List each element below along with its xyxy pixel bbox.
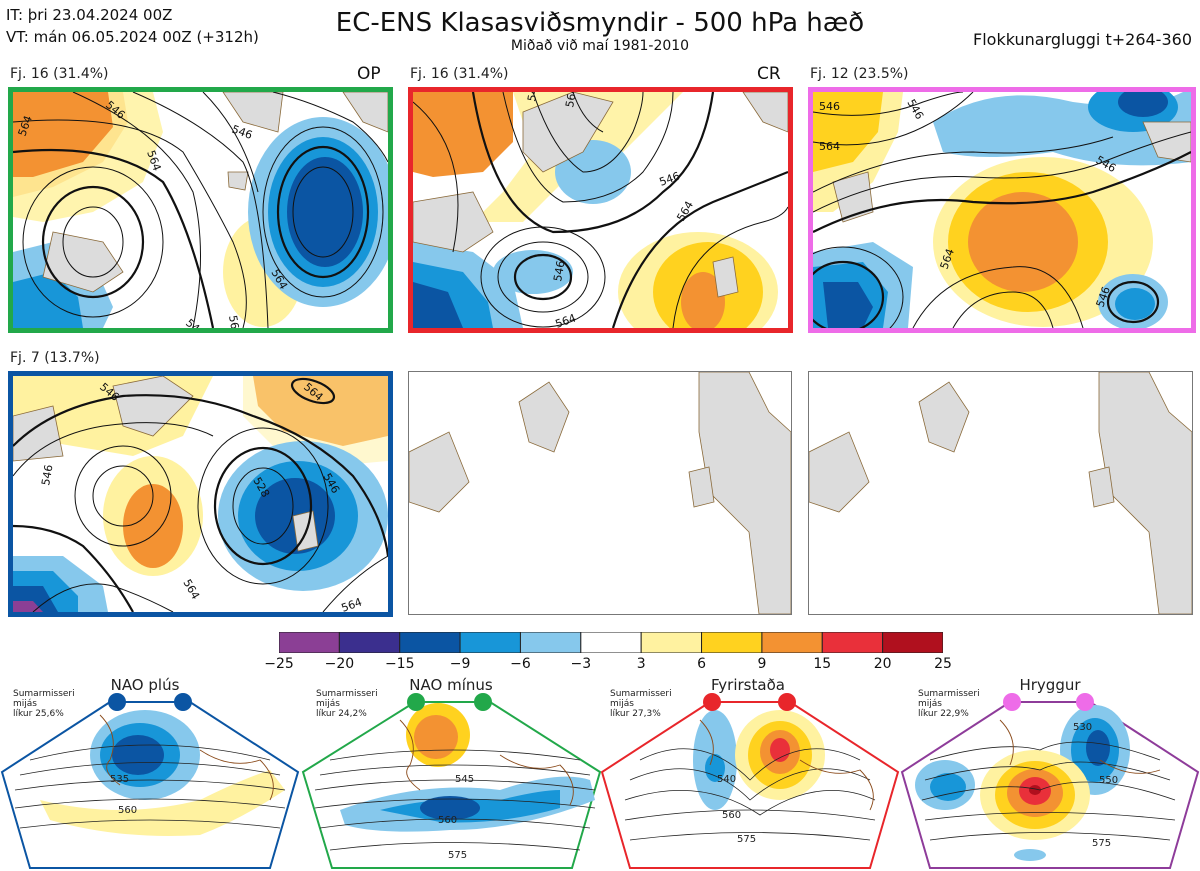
contour-label: 564 (554, 311, 578, 328)
regime-title-blocking: Fyrirstaða (711, 676, 785, 694)
regime-stats-nao-minus: Sumarmisseri mijás líkur 24,2% (316, 689, 378, 719)
regime-title-nao-plus: NAO plús (110, 676, 180, 694)
regime-marker (778, 693, 796, 711)
colorbar-tick-label: 20 (873, 656, 892, 672)
colorbar-swatch (278, 631, 340, 654)
land (809, 372, 1192, 614)
colorbar-tick-label: −6 (510, 656, 531, 672)
land (413, 92, 788, 298)
colorbar-swatch (761, 631, 823, 654)
contour-label: 546 (183, 316, 207, 328)
contours (13, 92, 388, 328)
contours (413, 92, 788, 328)
initial-time: IT: þri 23.04.2024 00Z (6, 6, 173, 24)
contour-label: 564 (180, 577, 202, 602)
panel-3-label: Fj. 12 (23.5%) (810, 66, 909, 82)
contour-label: 546 (39, 464, 55, 487)
regime-map-nao-minus: 545 560 575 (301, 701, 602, 869)
panel-1-label: Fj. 16 (31.4%) (10, 66, 109, 82)
regime-map-blocking: 540 560 575 (600, 701, 900, 869)
page-subtitle: Miðað við maí 1981-2010 (510, 38, 690, 54)
empty-map-5 (408, 371, 792, 615)
contour-label: 545 (455, 774, 474, 785)
colorbar-swatch (459, 631, 521, 654)
header-run-info: IT: þri 23.04.2024 00Z VT: mán 06.05.202… (6, 4, 259, 48)
colorbar-swatch (338, 631, 401, 654)
regime-map-ridge: 530 550 575 (900, 701, 1200, 869)
contour-label: 530 (1073, 722, 1092, 733)
colorbar-tick-label: 25 (934, 656, 952, 672)
contour-label: 560 (438, 815, 457, 826)
regime-marker (108, 693, 126, 711)
panel-4-label: Fj. 7 (13.7%) (10, 350, 100, 366)
colorbar (278, 631, 944, 657)
regime-title-nao-minus: NAO mínus (409, 676, 493, 694)
regime-stats-ridge: Sumarmisseri mijás líkur 22,9% (918, 689, 980, 719)
contour-label: 540 (717, 774, 736, 785)
contour-label: 564 (819, 140, 840, 153)
regime-maps: 535 560 545 560 575 (0, 693, 1200, 869)
regime-marker (174, 693, 192, 711)
colorbar-tick-label: 3 (636, 656, 646, 672)
panel-2-tag: CR (757, 64, 781, 84)
regime-title-ridge: Hryggur (1019, 676, 1081, 694)
contour-label: 560 (118, 805, 137, 816)
contour-label: 546 (819, 100, 840, 113)
contour-label: 564 (674, 199, 696, 224)
colorbar-tick-label: −15 (384, 656, 415, 672)
contour-label: 550 (1099, 775, 1118, 786)
contour-label: 575 (1092, 838, 1111, 849)
contour-label: 546 (230, 123, 254, 142)
colorbar-swatch (701, 631, 763, 654)
cluster-map-3: 546 546 564 546 564 546 (808, 87, 1196, 333)
colorbar-tick-label: −3 (570, 656, 592, 672)
colorbar-tick-label: 6 (697, 656, 706, 672)
colorbar-swatch (882, 631, 944, 654)
contour-label: 546 (658, 169, 682, 188)
contour-label: 564 (226, 314, 242, 328)
land (409, 372, 791, 614)
panel-2-label: Fj. 16 (31.4%) (410, 66, 509, 82)
empty-map-6 (808, 371, 1193, 615)
regime-marker (474, 693, 492, 711)
contour-label: 546 (525, 92, 541, 103)
contours (13, 377, 388, 612)
colorbar-tick-label: −20 (324, 656, 355, 672)
regime-marker (1076, 693, 1094, 711)
contour-label: 575 (448, 850, 467, 861)
cluster-map-1: 564 546 564 546 564 546 564 (8, 87, 393, 333)
colorbar-swatch (821, 631, 884, 654)
contour-label: 546 (904, 97, 926, 122)
classification-window: Flokkunargluggi t+264-360 (973, 30, 1192, 49)
contour-label: 535 (110, 774, 129, 785)
regime-stats-nao-plus: Sumarmisseri mijás líkur 25,6% (13, 689, 75, 719)
regime-map-nao-plus: 535 560 (0, 701, 300, 869)
colorbar-swatch (580, 631, 642, 654)
regime-marker (407, 693, 425, 711)
contour-label: 575 (737, 834, 756, 845)
contours (813, 92, 1191, 328)
page-title: EC-ENS Klasasviðsmyndir - 500 hPa hæð (335, 8, 865, 38)
colorbar-swatch (519, 631, 582, 654)
regime-stats-blocking: Sumarmisseri mijás líkur 27,3% (610, 689, 672, 719)
colorbar-swatch (640, 631, 703, 654)
contour-label: 546 (551, 260, 567, 283)
cluster-map-4: 546 564 546 528 546 564 564 (8, 371, 393, 617)
valid-time: VT: mán 06.05.2024 00Z (+312h) (6, 28, 259, 46)
contour-label: 564 (340, 595, 364, 612)
contour-label: 564 (563, 92, 579, 109)
panel-1-tag: OP (357, 64, 381, 84)
regime-marker (703, 693, 721, 711)
colorbar-tick-label: −25 (264, 656, 294, 672)
regime-marker (1003, 693, 1021, 711)
colorbar-swatches (278, 631, 944, 654)
colorbar-tick-label: 15 (813, 656, 832, 672)
colorbar-swatch (399, 631, 461, 654)
cluster-map-2: 546 564 546 546 564 564 (408, 87, 793, 333)
contour-label: 560 (722, 810, 741, 821)
anomaly-fill (813, 92, 1191, 328)
colorbar-tick-label: 9 (757, 656, 767, 672)
colorbar-tick-label: −9 (449, 656, 471, 672)
land (832, 121, 1191, 223)
